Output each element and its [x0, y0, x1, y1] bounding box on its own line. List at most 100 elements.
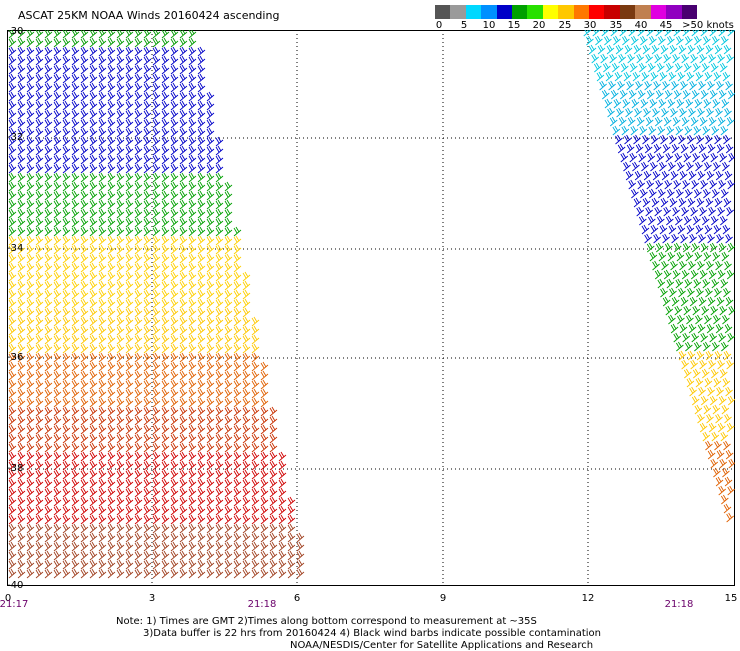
wind-barb	[143, 397, 152, 408]
wind-barb	[125, 343, 134, 354]
wind-barb	[242, 496, 251, 507]
wind-barb	[215, 514, 224, 525]
wind-barb	[287, 523, 296, 534]
wind-barb	[17, 388, 26, 399]
wind-barb	[718, 332, 727, 343]
colorbar-label: 25	[558, 20, 572, 31]
wind-barb	[98, 496, 107, 507]
wind-barb	[630, 125, 639, 136]
wind-barb	[80, 163, 89, 174]
wind-barb	[650, 161, 658, 172]
wind-barb	[680, 233, 688, 244]
wind-barb	[107, 271, 116, 282]
wind-barb	[260, 505, 269, 516]
wind-barb	[618, 53, 626, 64]
wind-barb	[134, 172, 143, 183]
wind-barb	[699, 116, 708, 127]
wind-barb	[116, 352, 125, 363]
wind-barb	[233, 298, 242, 309]
wind-barb	[654, 206, 662, 217]
wind-barb	[44, 244, 53, 255]
wind-barb	[125, 30, 134, 39]
wind-barb	[80, 136, 89, 147]
wind-barb	[26, 550, 35, 561]
wind-barb	[17, 127, 26, 138]
wind-barb	[659, 224, 668, 235]
wind-barb	[116, 271, 125, 282]
wind-barb	[152, 370, 161, 381]
wind-barb	[98, 127, 107, 138]
wind-barb	[44, 37, 53, 48]
wind-barb	[170, 100, 179, 111]
wind-barb	[242, 388, 251, 399]
wind-barb	[197, 154, 206, 165]
wind-barb	[53, 397, 62, 408]
wind-barb	[35, 289, 44, 300]
wind-barb	[89, 100, 98, 111]
wind-barb	[125, 244, 134, 255]
wind-barb	[152, 208, 161, 219]
wind-barb	[206, 505, 215, 516]
wind-barb	[251, 397, 260, 408]
wind-barb	[667, 251, 676, 262]
wind-barb	[71, 262, 80, 273]
wind-barb	[242, 478, 251, 489]
wind-barb	[26, 514, 35, 525]
wind-barb	[206, 181, 215, 192]
wind-barb	[269, 460, 278, 471]
wind-barb	[179, 361, 188, 372]
wind-barb	[71, 352, 80, 363]
wind-barb	[35, 226, 44, 237]
wind-barb	[116, 379, 125, 390]
wind-barb	[697, 413, 705, 424]
wind-barb	[17, 550, 26, 561]
wind-barb	[724, 170, 733, 181]
wind-barb	[197, 388, 206, 399]
wind-barb	[604, 35, 612, 46]
wind-barb	[628, 179, 637, 190]
wind-barb	[242, 559, 251, 570]
wind-barb	[44, 226, 53, 237]
wind-barb	[179, 496, 188, 507]
wind-barb	[215, 424, 224, 435]
wind-barb	[107, 280, 116, 291]
wind-barb	[179, 352, 188, 363]
wind-barb	[134, 532, 143, 543]
colorbar-swatch	[619, 5, 636, 19]
wind-barb	[71, 217, 80, 228]
wind-barb	[601, 89, 610, 100]
wind-barb	[170, 37, 179, 48]
wind-barb	[8, 217, 17, 228]
wind-barb	[671, 80, 679, 91]
wind-barb	[206, 361, 215, 372]
wind-barb	[107, 532, 116, 543]
wind-barb	[44, 325, 53, 336]
wind-barb	[26, 118, 35, 129]
wind-barb	[675, 278, 684, 289]
wind-barb	[71, 289, 80, 300]
wind-barb	[179, 64, 188, 75]
wind-barb	[116, 289, 125, 300]
wind-barb	[107, 541, 116, 552]
wind-barb	[161, 118, 170, 129]
wind-barb	[107, 235, 116, 246]
wind-barb	[679, 170, 688, 181]
wind-barb	[17, 496, 26, 507]
wind-barb	[107, 460, 116, 471]
wind-barb	[62, 343, 71, 354]
wind-barb	[98, 397, 107, 408]
colorbar-swatch	[573, 5, 590, 19]
wind-barb	[161, 415, 170, 426]
wind-barb	[206, 541, 215, 552]
wind-barb	[134, 262, 143, 273]
wind-barb	[8, 262, 17, 273]
wind-barb	[116, 397, 125, 408]
wind-barb	[134, 100, 143, 111]
wind-barb	[116, 415, 125, 426]
wind-barb	[53, 91, 62, 102]
wind-barb	[152, 523, 161, 534]
wind-barb	[71, 442, 80, 453]
wind-barb	[44, 343, 53, 354]
wind-barb	[197, 190, 206, 201]
wind-barb	[673, 332, 682, 343]
